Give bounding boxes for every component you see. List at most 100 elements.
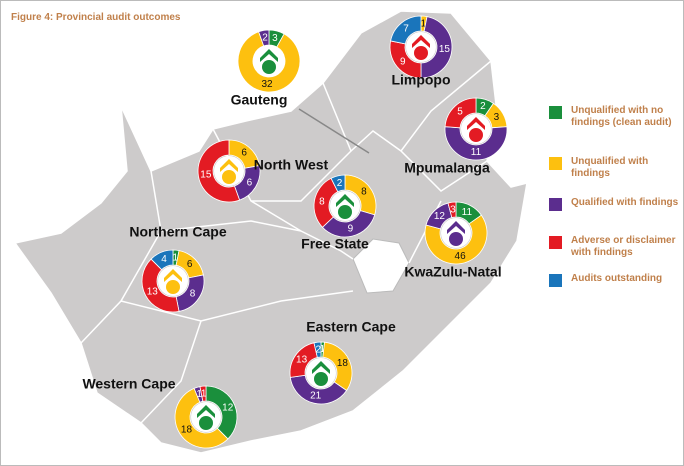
figure-title: Figure 4: Provincial audit outcomes [11,12,181,23]
segment-label: 46 [455,251,467,262]
segment-label: 7 [403,23,409,34]
legend-item: Unqualified with no findings (clean audi… [549,105,679,129]
province-donut: 1 15 9 7 [389,15,453,79]
segment-label: 4 [161,254,167,265]
province-donut: 8 9 8 2 [313,174,377,238]
segment-label: 5 [457,106,463,117]
legend-item: Qualified with findings [549,197,679,211]
legend-swatch [549,157,562,170]
segment-label: 9 [400,57,406,68]
province-donut: 12 18 11 [174,385,238,449]
segment-label: 9 [348,224,354,235]
segment-label: 13 [147,287,159,298]
icon-dot [314,372,328,386]
legend-swatch [549,198,562,211]
leader-line [298,108,370,154]
donut-segment [199,385,207,402]
icon-chevron [164,269,182,282]
icon-chevron [220,159,238,172]
legend-item: Adverse or disclaimer with findings [549,235,679,259]
province-name: Eastern Cape [306,319,396,335]
province-name: Northern Cape [129,224,226,240]
donut-segment [141,258,180,313]
icon-chevron [467,117,485,130]
segment-label: 18 [337,358,349,369]
donut-segment [330,174,346,193]
donut-segment [197,139,241,203]
donut-segment [444,126,508,161]
segment-label: 8 [319,197,325,208]
icon-dot [449,232,463,246]
icon-dot [414,46,428,60]
province-name: Limpopo [391,72,450,88]
province-name: Free State [301,236,369,252]
province-name: Mpumalanga [404,160,490,176]
segment-label: 13 [296,354,308,365]
segment-label: 15 [439,44,451,55]
segment-label: 8 [361,187,367,198]
segment-label: 2 [316,344,322,355]
legend-item: Audits outstanding [549,273,679,287]
segment-label: 12 [434,211,446,222]
donut-segment [150,249,174,271]
donut-segment [424,214,488,265]
segment-label: 2 [262,32,268,43]
legend-item: Unqualified with findings [549,156,679,180]
donut-segment [444,97,477,129]
legend-label: Adverse or disclaimer with findings [571,235,676,258]
icon-chevron [312,361,330,374]
legend-label: Unqualified with no findings (clean audi… [571,105,672,128]
segment-label: 1 [421,18,427,29]
segment-label: 12 [222,403,234,414]
legend-label: Qualified with findings [571,197,679,208]
icon-chevron [197,405,215,418]
icon-dot [469,128,483,142]
segment-label: 32 [261,79,273,90]
segment-label: 2 [480,101,486,112]
province-donut: 6 6 15 [197,139,261,203]
donut-segment [237,31,301,93]
province-name: Gauteng [231,92,288,108]
province-donut: 16 8 13 4 [141,249,205,313]
province-donut: 1 18 21 13 2 [289,341,353,405]
segment-label: 1 [196,389,202,400]
legend-swatch [549,106,562,119]
donut-segment [258,29,270,47]
segment-label: 1 [201,388,207,399]
segment-label: 1 [173,252,179,263]
segment-label: 3 [450,204,456,215]
segment-label: 11 [471,147,482,158]
donut-segment [313,341,322,358]
segment-label: 6 [247,177,253,188]
province-name: Western Cape [82,376,175,392]
segment-label: 2 [337,178,343,189]
segment-label: 15 [200,170,212,181]
donut-segment [289,374,348,405]
donut-segment [420,16,453,79]
donut-segment [174,387,229,449]
segment-label: 11 [462,207,473,218]
province-donut: 11 46 12 3 [424,201,488,265]
province-donut: 23 11 5 [444,97,508,161]
icon-dot [199,416,213,430]
donut-segment [447,201,457,219]
donut-segment [390,15,422,45]
province-name: KwaZulu-Natal [404,264,501,280]
segment-label: 18 [181,425,193,436]
icon-dot [262,60,276,74]
icon-dot [166,280,180,294]
map: 3322Gauteng11597Limpopo23115Mpumalanga66… [13,10,528,454]
segment-label: 8 [190,289,196,300]
icon-dot [338,205,352,219]
legend-label: Audits outstanding [571,273,663,284]
icon-chevron [336,194,354,207]
segment-label: 1 [320,344,326,355]
segment-label: 21 [310,391,322,402]
segment-label: 6 [241,148,247,159]
icon-dot [222,170,236,184]
segment-label: 6 [187,259,193,270]
province-name: North West [254,157,329,173]
icon-chevron [260,49,278,62]
country-shape [13,10,528,454]
